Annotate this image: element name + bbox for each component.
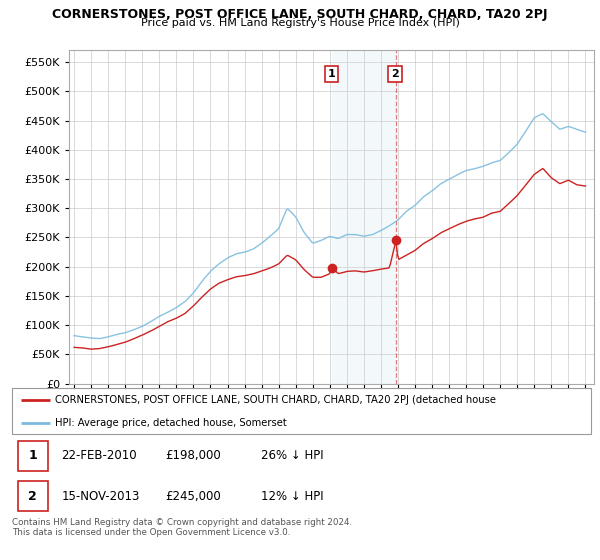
- Text: 15-NOV-2013: 15-NOV-2013: [61, 490, 140, 503]
- Text: CORNERSTONES, POST OFFICE LANE, SOUTH CHARD, CHARD, TA20 2PJ: CORNERSTONES, POST OFFICE LANE, SOUTH CH…: [52, 8, 548, 21]
- Text: CORNERSTONES, POST OFFICE LANE, SOUTH CHARD, CHARD, TA20 2PJ (detached house: CORNERSTONES, POST OFFICE LANE, SOUTH CH…: [55, 395, 496, 405]
- Text: £198,000: £198,000: [166, 449, 221, 462]
- Text: 1: 1: [28, 449, 37, 462]
- Text: 1: 1: [327, 69, 335, 79]
- Bar: [332, 50, 396, 384]
- Text: Price paid vs. HM Land Registry's House Price Index (HPI): Price paid vs. HM Land Registry's House …: [140, 18, 460, 29]
- Text: 2: 2: [391, 69, 399, 79]
- Text: HPI: Average price, detached house, Somerset: HPI: Average price, detached house, Some…: [55, 418, 287, 427]
- Text: 26% ↓ HPI: 26% ↓ HPI: [261, 449, 323, 462]
- Text: 2: 2: [28, 490, 37, 503]
- Text: £245,000: £245,000: [166, 490, 221, 503]
- Text: 12% ↓ HPI: 12% ↓ HPI: [261, 490, 323, 503]
- Text: 22-FEB-2010: 22-FEB-2010: [61, 449, 137, 462]
- Bar: [18, 482, 48, 511]
- Bar: [18, 441, 48, 470]
- Text: Contains HM Land Registry data © Crown copyright and database right 2024.
This d: Contains HM Land Registry data © Crown c…: [12, 518, 352, 538]
